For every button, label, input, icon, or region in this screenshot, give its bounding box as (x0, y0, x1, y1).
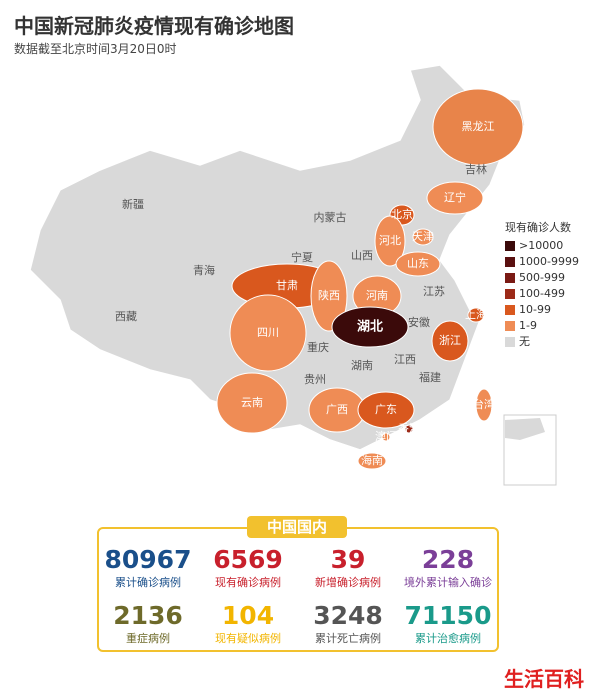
province-label: 江西 (394, 353, 416, 366)
legend-swatch (505, 273, 515, 283)
province-label: 宁夏 (291, 250, 313, 264)
province-label: 西藏 (115, 310, 137, 323)
province-area (475, 388, 493, 422)
legend-swatch (505, 305, 515, 315)
province-area (331, 306, 409, 348)
stats-title: 中国国内 (247, 516, 347, 538)
province-label: 河南 (366, 289, 388, 302)
stat-label: 重症病例 (126, 632, 170, 645)
province-label: 河北 (379, 234, 401, 247)
province-label: 浙江 (439, 334, 461, 347)
stat-value: 2136 (113, 601, 183, 630)
legend-swatch (505, 337, 515, 347)
province-label: 湖南 (351, 359, 373, 372)
province-area (357, 391, 415, 429)
legend-swatch (505, 241, 515, 251)
stat-value: 71150 (404, 601, 492, 630)
stat: 80967 累计确诊病例 (98, 546, 198, 590)
legend-label: 1000-9999 (519, 255, 579, 268)
province-area (467, 307, 485, 323)
province-label: 澳门 (375, 429, 397, 443)
province-label: 山西 (351, 249, 373, 262)
stat: 39 新增确诊病例 (298, 546, 398, 590)
province-label: 台湾 (473, 397, 495, 411)
legend-label: 100-499 (519, 287, 565, 300)
legend-label: >10000 (519, 239, 563, 252)
stat-value: 6569 (213, 545, 283, 574)
province-area (431, 320, 469, 362)
stat: 6569 现有确诊病例 (198, 546, 298, 590)
stat-value: 80967 (104, 545, 192, 574)
stat: 2136 重症病例 (98, 602, 198, 646)
stat-value: 39 (330, 545, 366, 574)
province-label: 安徽 (408, 315, 430, 329)
province-label: 北京 (391, 207, 413, 221)
province-label: 福建 (419, 370, 441, 384)
stat-label: 现有确诊病例 (215, 576, 281, 589)
province-area (374, 215, 406, 267)
province-label: 四川 (257, 326, 279, 339)
stat-label: 新增确诊病例 (315, 576, 381, 589)
legend-label: 1-9 (519, 319, 537, 332)
province-label: 新疆 (122, 197, 144, 211)
stat-label: 累计确诊病例 (115, 576, 181, 589)
province-label: 贵州 (304, 373, 326, 386)
province-label: 黑龙江 (462, 120, 495, 133)
province-label: 吉林 (465, 162, 487, 176)
country-outline (29, 64, 526, 451)
province-label: 广东 (375, 403, 397, 416)
stat: 228 境外累计输入确诊 (398, 546, 498, 590)
province-label: 广西 (326, 403, 348, 416)
stat: 3248 累计死亡病例 (298, 602, 398, 646)
legend-swatch (505, 257, 515, 267)
legend-label: 无 (519, 335, 530, 348)
province-area (357, 452, 387, 470)
legend-swatch (505, 321, 515, 331)
province-area (432, 88, 524, 166)
province-label: 内蒙古 (314, 210, 347, 224)
province-label: 青海 (193, 263, 215, 277)
province-area (229, 294, 307, 372)
province-label: 山东 (407, 257, 429, 270)
province-area (404, 424, 414, 434)
province-label: 天津 (412, 230, 434, 243)
stat: 104 现有疑似病例 (198, 602, 298, 646)
legend-swatch (505, 289, 515, 299)
province-area (412, 228, 434, 246)
province-label: 上海 (465, 307, 487, 321)
stat-label: 累计死亡病例 (315, 632, 381, 645)
legend-label: 10-99 (519, 303, 551, 316)
province-label: 辽宁 (444, 190, 466, 204)
province-label: 江苏 (423, 285, 445, 298)
province-area (395, 251, 441, 277)
province-area (310, 260, 348, 332)
province-label: 重庆 (307, 340, 329, 354)
stat: 71150 累计治愈病例 (398, 602, 498, 646)
title: 中国新冠肺炎疫情现有确诊地图 (14, 14, 294, 38)
province-area (426, 181, 484, 215)
stat-label: 境外累计输入确诊 (404, 576, 492, 589)
subtitle: 数据截至北京时间3月20日0时 (14, 42, 177, 56)
province-label: 香港 (398, 422, 420, 435)
province-label: 湖北 (357, 320, 383, 335)
stat-value: 228 (421, 545, 475, 574)
province-label: 海南 (361, 453, 383, 467)
province-label: 甘肃 (276, 279, 298, 292)
province-area (381, 432, 391, 442)
legend-title: 现有确诊人数 (505, 220, 571, 234)
stat-value: 3248 (313, 601, 383, 630)
legend-label: 500-999 (519, 271, 565, 284)
stat-value: 104 (221, 601, 275, 630)
inset-land (505, 418, 545, 440)
watermark: 生活百科 (504, 667, 584, 691)
stat-label: 累计治愈病例 (415, 632, 481, 645)
province-label: 云南 (241, 396, 263, 409)
province-area (216, 372, 288, 434)
stat-label: 现有疑似病例 (215, 632, 281, 645)
province-label: 陕西 (318, 288, 340, 302)
